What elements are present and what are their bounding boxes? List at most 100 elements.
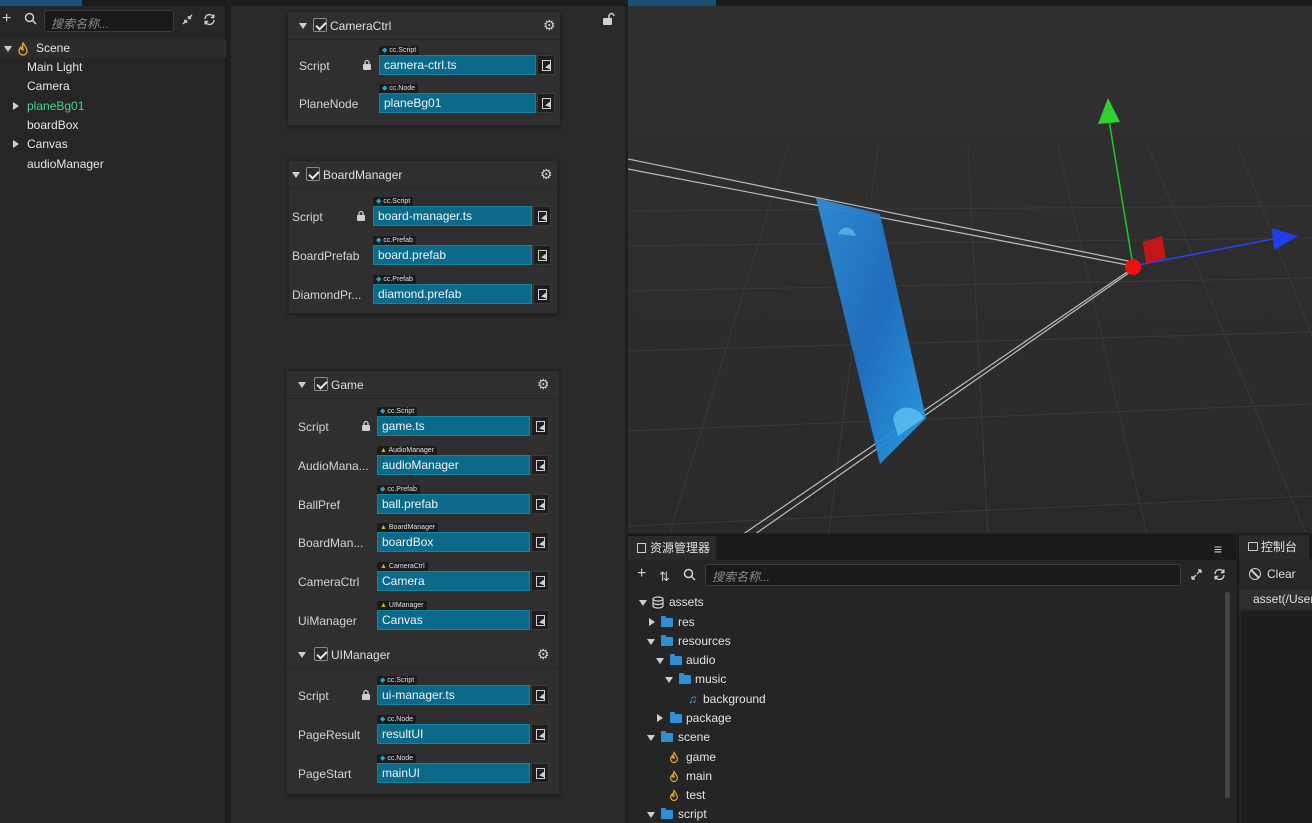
gear-icon[interactable]: ⚙ [540, 166, 553, 182]
chevron-right-icon[interactable] [13, 140, 19, 148]
tree-item-canvas[interactable]: Canvas [0, 135, 226, 154]
scene-view[interactable] [628, 0, 1312, 533]
chevron-right-icon[interactable] [657, 714, 663, 722]
chevron-down-icon[interactable] [647, 639, 655, 645]
chevron-right-icon[interactable] [649, 618, 655, 626]
component-header[interactable]: BoardManager ⚙ [289, 161, 557, 189]
console-log-line[interactable]: asset(/Users [1239, 589, 1312, 609]
locate-asset-icon[interactable] [533, 206, 551, 226]
enabled-checkbox[interactable] [314, 377, 328, 391]
asset-row-res[interactable]: res [628, 613, 1218, 632]
y-axis-arrow-icon[interactable] [1098, 98, 1120, 124]
component-header[interactable]: CameraCtrl ⚙ [288, 12, 560, 40]
locate-asset-icon[interactable] [537, 93, 555, 113]
locate-asset-icon[interactable] [531, 685, 549, 705]
gear-icon[interactable]: ⚙ [543, 17, 556, 33]
locate-asset-icon[interactable] [533, 245, 551, 265]
asset-row-resources[interactable]: resources [628, 632, 1218, 651]
asset-row-test[interactable]: test [628, 786, 1218, 805]
hierarchy-search-input[interactable]: 搜索名称... [44, 10, 174, 32]
locate-asset-icon[interactable] [531, 724, 549, 744]
locate-asset-icon[interactable] [537, 55, 555, 75]
component-uimanager-header[interactable]: UIManager ⚙ [287, 641, 559, 669]
y-axis[interactable] [1107, 113, 1134, 267]
asset-row-package[interactable]: package [628, 709, 1218, 728]
prop-value-field[interactable]: ball.prefab [377, 494, 530, 514]
plane-handle[interactable] [1143, 236, 1166, 264]
chevron-down-icon[interactable] [647, 735, 655, 741]
search-icon[interactable] [24, 12, 37, 29]
refresh-icon[interactable] [203, 13, 216, 30]
assets-tab[interactable]: 资源管理器 [628, 536, 716, 560]
console-tab[interactable]: 控制台 [1239, 535, 1309, 559]
locate-asset-icon[interactable] [531, 763, 549, 783]
chevron-down-icon[interactable] [299, 23, 307, 29]
prop-value-field[interactable]: planeBg01 [379, 93, 536, 113]
assets-scrollbar[interactable] [1225, 592, 1230, 798]
unlock-icon[interactable] [601, 12, 615, 26]
enabled-checkbox[interactable] [306, 167, 320, 181]
asset-row-audio[interactable]: audio [628, 651, 1218, 670]
refresh-icon[interactable] [1213, 568, 1226, 585]
tree-item-audiomanager[interactable]: audioManager [0, 155, 226, 174]
gear-icon[interactable]: ⚙ [537, 646, 550, 662]
asset-row-music[interactable]: music [628, 670, 1218, 689]
chevron-down-icon[interactable] [292, 172, 300, 178]
expand-icon[interactable] [1190, 568, 1203, 585]
prop-value-field[interactable]: Camera [377, 571, 530, 591]
chevron-right-icon[interactable] [13, 102, 19, 110]
prop-value-field[interactable]: Canvas [377, 610, 530, 630]
console-log-area[interactable] [1241, 611, 1312, 823]
prop-value-field[interactable]: audioManager [377, 455, 530, 475]
plane-object[interactable] [816, 198, 926, 464]
asset-row-assets[interactable]: assets [628, 593, 1218, 612]
search-icon[interactable] [683, 568, 696, 585]
add-icon[interactable]: + [2, 10, 12, 27]
prop-value-field[interactable]: ui-manager.ts [377, 685, 530, 705]
locate-asset-icon[interactable] [531, 571, 549, 591]
gear-icon[interactable]: ⚙ [537, 376, 550, 392]
enabled-checkbox[interactable] [313, 18, 327, 32]
chevron-down-icon[interactable] [656, 658, 664, 664]
sort-icon[interactable]: ⇅ [659, 569, 670, 584]
locate-asset-icon[interactable] [531, 610, 549, 630]
collapse-icon[interactable] [181, 13, 194, 30]
locate-asset-icon[interactable] [531, 416, 549, 436]
prop-value-field[interactable]: board.prefab [373, 245, 532, 265]
asset-row-background[interactable]: ♫ background [628, 690, 1218, 709]
chevron-down-icon[interactable] [298, 652, 306, 658]
prop-value-field[interactable]: board-manager.ts [373, 206, 532, 226]
prop-value-field[interactable]: camera-ctrl.ts [379, 55, 536, 75]
chevron-down-icon[interactable] [647, 812, 655, 818]
asset-row-scene[interactable]: scene [628, 728, 1218, 747]
locate-asset-icon[interactable] [531, 494, 549, 514]
chevron-down-icon[interactable] [639, 600, 647, 606]
tree-item-planebg01[interactable]: planeBg01 [0, 97, 226, 116]
gizmo-center[interactable] [1125, 259, 1141, 275]
tree-item-camera[interactable]: Camera [0, 77, 226, 96]
clear-button[interactable]: Clear [1249, 567, 1296, 581]
locate-asset-icon[interactable] [531, 532, 549, 552]
add-icon[interactable]: + [637, 565, 647, 582]
component-header[interactable]: Game ⚙ [287, 371, 559, 399]
chevron-down-icon[interactable] [4, 46, 12, 52]
enabled-checkbox[interactable] [314, 647, 328, 661]
scene-tab[interactable] [628, 0, 716, 6]
assets-search-input[interactable]: 搜索名称... [705, 564, 1181, 586]
x-axis[interactable] [1132, 237, 1279, 267]
tree-item-main-light[interactable]: Main Light [0, 58, 226, 77]
asset-row-script[interactable]: script [628, 805, 1218, 823]
scene-canvas[interactable] [628, 6, 1312, 533]
prop-value-field[interactable]: resultUI [377, 724, 530, 744]
hierarchy-tab[interactable] [0, 0, 82, 6]
asset-row-game[interactable]: game [628, 748, 1218, 767]
locate-asset-icon[interactable] [531, 455, 549, 475]
prop-value-field[interactable]: diamond.prefab [373, 284, 532, 304]
tree-item-scene[interactable]: Scene [0, 39, 226, 58]
prop-value-field[interactable]: boardBox [377, 532, 530, 552]
x-axis-arrow-icon[interactable] [1272, 228, 1298, 250]
chevron-down-icon[interactable] [665, 677, 673, 683]
prop-value-field[interactable]: game.ts [377, 416, 530, 436]
locate-asset-icon[interactable] [533, 284, 551, 304]
prop-value-field[interactable]: mainUI [377, 763, 530, 783]
